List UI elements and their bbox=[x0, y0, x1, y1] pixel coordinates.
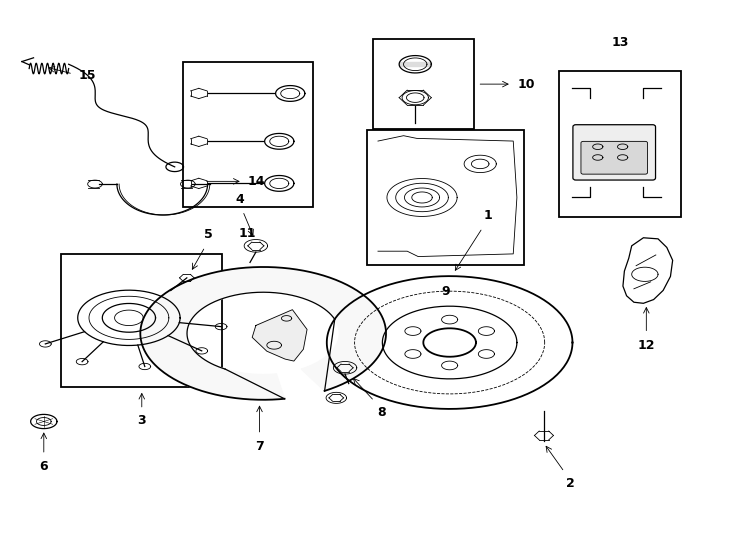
Text: 7: 7 bbox=[255, 440, 264, 453]
Text: 4: 4 bbox=[236, 193, 244, 206]
Text: 14: 14 bbox=[248, 175, 265, 188]
Text: 5: 5 bbox=[204, 228, 213, 241]
Bar bbox=[62, 254, 222, 387]
Text: 15: 15 bbox=[79, 69, 96, 82]
FancyBboxPatch shape bbox=[581, 141, 647, 174]
Bar bbox=[183, 62, 313, 207]
Text: 9: 9 bbox=[441, 285, 450, 298]
Text: 8: 8 bbox=[377, 407, 386, 420]
Bar bbox=[559, 71, 681, 218]
Text: 1: 1 bbox=[484, 210, 493, 222]
Text: 12: 12 bbox=[638, 339, 655, 352]
Text: 2: 2 bbox=[566, 477, 575, 490]
Polygon shape bbox=[140, 267, 386, 400]
Bar bbox=[367, 130, 524, 265]
Text: 13: 13 bbox=[611, 36, 629, 49]
Text: 6: 6 bbox=[40, 460, 48, 473]
Bar bbox=[373, 39, 473, 129]
Text: 10: 10 bbox=[517, 78, 535, 91]
Text: 3: 3 bbox=[137, 414, 146, 427]
FancyBboxPatch shape bbox=[573, 125, 655, 180]
Polygon shape bbox=[399, 62, 432, 66]
Text: 11: 11 bbox=[239, 227, 257, 240]
Polygon shape bbox=[252, 309, 307, 361]
